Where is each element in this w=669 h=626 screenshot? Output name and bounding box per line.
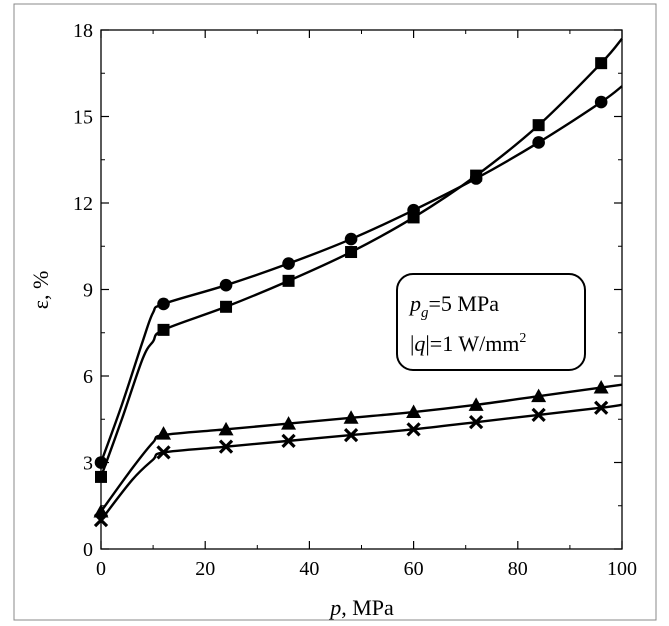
data-point-square [95,470,107,483]
data-point-cross [531,407,546,423]
y-tick-label: 0 [83,539,93,561]
annotation-box [396,273,586,371]
data-point-cross [93,513,109,528]
x-axis-ticks: 0 20 40 60 80 100 [96,30,637,580]
data-point-cross [468,415,484,430]
data-point-cross [594,400,609,415]
x-tick-label: 0 [96,558,106,580]
data-point-square [345,246,358,259]
data-point-triangle [218,421,234,436]
data-point-circle [282,257,295,270]
annotation-line-pressure: pg=5 MPa [408,291,499,321]
data-point-cross [281,433,296,449]
series-curve-cross [100,403,623,521]
data-point-triangle [343,410,359,424]
x-axis-title: p, MPa [328,595,394,620]
x-tick-label: 80 [508,558,528,580]
y-tick-label: 12 [73,193,93,215]
data-point-circle [407,203,420,217]
y-tick-label: 9 [83,280,93,302]
data-point-triangle [531,388,547,403]
y-tick-label: 3 [83,453,93,475]
data-point-circle [157,297,170,311]
data-point-square [220,300,233,313]
data-point-triangle [281,416,297,430]
y-tick-label: 15 [73,107,93,129]
figure-border [13,3,657,621]
data-point-triangle [468,397,484,411]
data-point-square [595,57,608,70]
data-point-circle [532,136,545,149]
data-point-cross [218,439,234,454]
parameters-annotation: pg=5 MPa |q|=1 W/mm2 [396,273,586,371]
annotation-line-heatflux: |q|=1 W/mm2 [410,331,526,356]
data-point-cross [343,427,359,443]
x-tick-label: 60 [404,558,424,580]
data-point-square [282,274,295,287]
data-point-cross [156,445,171,460]
data-point-circle [469,172,483,185]
y-axis-ticks: 0 3 6 9 12 15 18 [73,20,622,561]
data-point-triangle [93,504,109,518]
data-point-circle [344,232,358,246]
x-tick-label: 40 [299,558,319,580]
data-point-square [157,323,170,336]
data-point-circle [594,95,608,109]
data-point-triangle [156,426,172,440]
series-curve-triangle [100,383,623,513]
x-tick-label: 100 [607,558,637,580]
y-tick-label: 18 [73,20,93,42]
data-point-cross [406,422,421,437]
data-point-square [532,119,545,132]
data-point-circle [219,278,233,292]
data-point-triangle [406,404,422,419]
y-axis-title: ε, % [28,271,53,310]
series-markers [93,57,609,528]
y-tick-label: 6 [83,366,93,388]
x-tick-label: 20 [195,558,215,580]
data-point-triangle [593,380,609,394]
